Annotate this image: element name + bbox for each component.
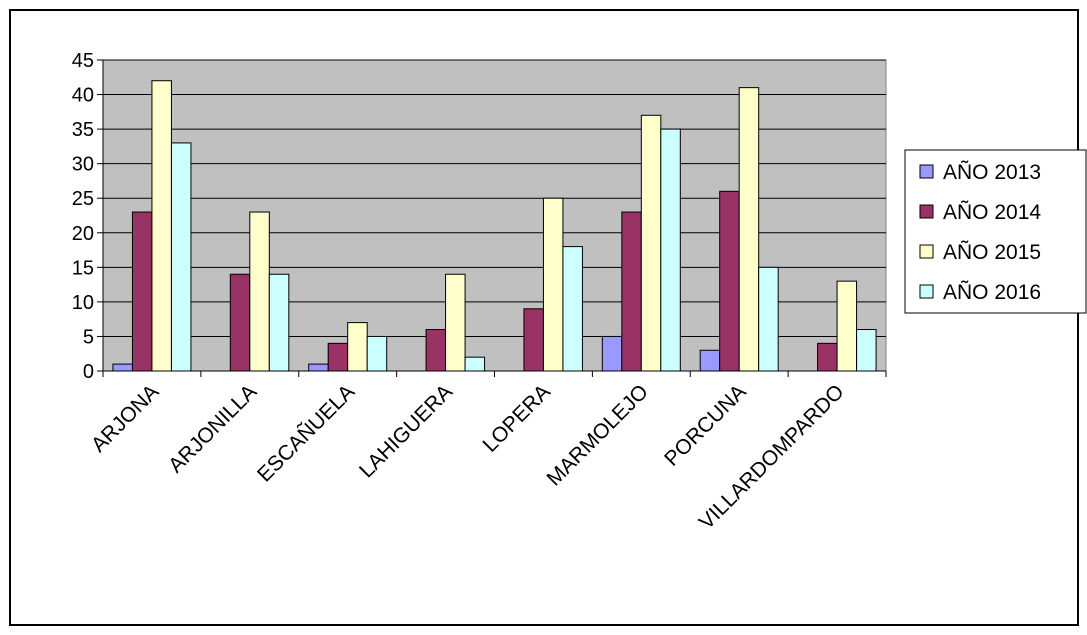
bar — [621, 211, 642, 372]
bar — [170, 142, 192, 372]
bar — [445, 273, 466, 372]
bar — [640, 114, 662, 372]
legend-swatch — [919, 204, 934, 219]
bar — [131, 211, 153, 372]
x-tick-label: LOPERA — [478, 380, 555, 457]
y-tick-label: 20 — [72, 223, 94, 245]
y-tick-label: 25 — [72, 188, 94, 210]
bar — [523, 308, 544, 372]
bar — [699, 349, 721, 372]
bar — [229, 273, 251, 372]
bar — [738, 87, 760, 372]
y-tick-label: 40 — [72, 85, 94, 107]
legend-box — [904, 149, 1087, 314]
bar — [758, 266, 779, 372]
x-tick-label: PORCUNA — [660, 380, 751, 471]
legend: AÑO 2013 AÑO 2014 AÑO 2015 AÑO 2016 — [904, 149, 1087, 314]
y-tick-label: 0 — [83, 361, 94, 383]
y-tick-label: 15 — [72, 257, 94, 279]
y-tick-label: 10 — [72, 292, 94, 314]
bar — [151, 80, 172, 372]
bar — [542, 197, 564, 372]
x-tick-label: ARJONILLA — [164, 380, 261, 477]
bar — [268, 273, 290, 372]
x-tick-label: ESCAÑUELA — [252, 380, 359, 487]
legend-label: AÑO 2016 — [943, 280, 1041, 304]
legend-swatch — [919, 164, 934, 179]
bar — [308, 363, 329, 372]
bar — [112, 363, 133, 372]
legend-label: AÑO 2014 — [943, 200, 1041, 224]
y-tick-labels: 0 5 10 15 20 25 30 35 40 45 — [72, 50, 94, 383]
y-tick-label: 30 — [72, 154, 94, 176]
x-tick-label: ARJONA — [87, 380, 164, 457]
bar — [366, 335, 388, 372]
x-tick-label: MARMOLEJO — [543, 380, 653, 490]
bar — [660, 128, 681, 372]
bar — [327, 342, 349, 372]
x-tick-label: LAHIGUERA — [355, 380, 457, 482]
legend-swatch — [919, 284, 934, 299]
bar — [836, 280, 858, 372]
bar — [347, 322, 368, 372]
bar — [601, 335, 623, 372]
bar — [464, 356, 486, 372]
bar — [719, 190, 740, 372]
legend-label: AÑO 2015 — [943, 240, 1041, 264]
legend-swatch — [919, 244, 934, 259]
bar — [425, 329, 447, 372]
bar — [817, 342, 838, 372]
legend-label: AÑO 2013 — [943, 160, 1041, 184]
bar — [562, 246, 583, 372]
y-tick-label: 35 — [72, 119, 94, 141]
bar — [249, 211, 270, 372]
axes — [97, 59, 887, 377]
bars — [112, 80, 877, 372]
y-tick-label: 45 — [72, 50, 94, 72]
bar — [856, 329, 877, 372]
y-tick-label: 5 — [83, 326, 94, 348]
